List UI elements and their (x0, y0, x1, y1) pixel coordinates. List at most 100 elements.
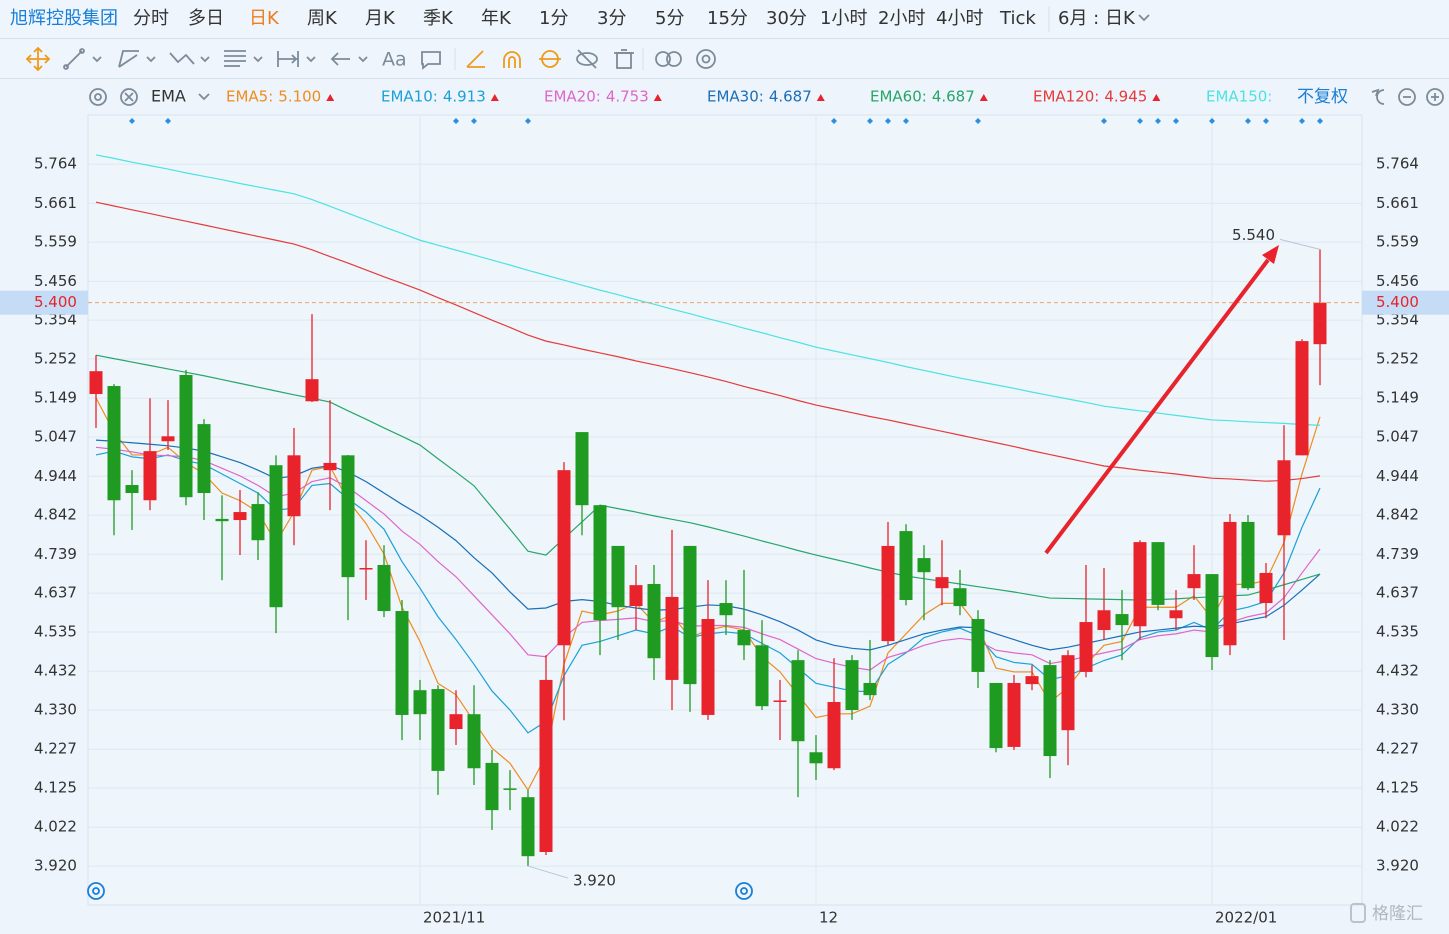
tool-icon[interactable] (576, 49, 598, 69)
tool-icon[interactable] (63, 48, 102, 70)
candle-body (305, 379, 319, 402)
tool-icon[interactable] (503, 51, 521, 68)
indicator-name[interactable]: EMA (151, 87, 186, 106)
candle-body (665, 596, 679, 680)
candle-body (1007, 682, 1021, 747)
period-tab[interactable]: Tick (999, 8, 1036, 29)
candle-body (323, 462, 337, 471)
tool-icon[interactable] (224, 50, 263, 67)
candle-body (1295, 341, 1309, 456)
tool-icon[interactable] (466, 50, 485, 68)
y-tick-label: 5.354 (1376, 311, 1419, 329)
candle-body (287, 455, 301, 517)
candle-body (413, 690, 427, 715)
legend-value: 4.687 (769, 88, 812, 106)
candle-body (1115, 614, 1129, 626)
candle-body (827, 702, 841, 769)
tool-icon[interactable] (614, 49, 634, 69)
y-tick-label: 5.252 (34, 350, 77, 368)
event-marker (1173, 118, 1179, 124)
event-marker (885, 118, 891, 124)
period-tab[interactable]: 周K (307, 8, 338, 29)
annotation-arrow (1044, 245, 1279, 555)
settings-icon[interactable] (89, 88, 107, 106)
adjust-mode[interactable]: 不复权 (1297, 87, 1348, 107)
undo-icon[interactable] (1371, 88, 1385, 105)
y-tick-label: 5.354 (34, 311, 77, 329)
y-tick-label: 4.842 (1376, 506, 1419, 524)
watermark-logo (1350, 903, 1366, 923)
event-icon[interactable] (87, 882, 105, 900)
candle-body (791, 660, 805, 742)
period-tab[interactable]: 多日 (188, 8, 224, 29)
period-tab[interactable]: 3分 (597, 8, 626, 29)
candle-body (233, 512, 247, 521)
ema-line (95, 154, 1321, 426)
candle-body (89, 371, 103, 395)
period-tab[interactable]: 1小时 (820, 8, 867, 29)
y-tick-label: 4.535 (34, 622, 77, 640)
candle-body (161, 436, 175, 442)
zoom-in-icon[interactable] (1426, 88, 1444, 106)
candle-body (143, 451, 157, 501)
tool-icon[interactable] (421, 51, 441, 70)
tool-icon[interactable] (118, 50, 156, 68)
event-marker (867, 118, 873, 124)
y-tick-label: 5.661 (34, 194, 77, 212)
tool-icon[interactable] (539, 50, 561, 68)
candle-body (917, 558, 931, 573)
period-tab[interactable]: 5分 (655, 8, 684, 29)
close-icon[interactable] (120, 88, 138, 106)
x-tick-label: 2022/01 (1215, 909, 1277, 927)
price-label: 5.400 (34, 293, 77, 311)
tool-icon[interactable] (696, 49, 716, 69)
candle-body (683, 545, 697, 685)
period-tab[interactable]: 日K (249, 8, 280, 29)
event-icon[interactable] (735, 882, 753, 900)
candle-body (467, 714, 481, 769)
price-label: 5.400 (1376, 293, 1419, 311)
tool-icon[interactable] (169, 52, 210, 65)
candle-body (395, 611, 409, 715)
period-tab[interactable]: 月K (365, 8, 396, 29)
candle-body (341, 455, 355, 578)
tool-icon[interactable] (655, 51, 682, 67)
event-marker (453, 118, 459, 124)
candle-body (1223, 521, 1237, 646)
period-tab[interactable]: 15分 (707, 8, 748, 29)
y-tick-label: 4.330 (34, 700, 77, 718)
y-tick-label: 4.125 (34, 779, 77, 797)
y-tick-label: 5.559 (1376, 233, 1419, 251)
candle-body (611, 545, 625, 608)
y-tick-label: 4.739 (34, 545, 77, 563)
period-tab[interactable]: 2小时 (878, 8, 925, 29)
event-marker (903, 118, 909, 124)
candle-body (1259, 572, 1273, 604)
period-tab[interactable]: 季K (423, 8, 454, 29)
chevron[interactable] (1138, 14, 1150, 22)
y-tick-label: 4.535 (1376, 622, 1419, 640)
text-tool[interactable]: Aa (382, 49, 407, 71)
candle-body (449, 714, 463, 730)
y-tick-label: 4.022 (34, 818, 77, 836)
trend-up (653, 94, 662, 101)
zoom-out-icon[interactable] (1398, 88, 1416, 106)
period-tab[interactable]: 1分 (539, 8, 568, 29)
trend-up (979, 94, 988, 101)
tool-icon[interactable] (277, 51, 316, 67)
chevron[interactable] (198, 93, 210, 101)
candle-body (125, 485, 139, 494)
tool-bar (0, 40, 1449, 78)
candle-body (1097, 610, 1111, 631)
period-tab[interactable]: 30分 (766, 8, 807, 29)
stock-name[interactable]: 旭辉控股集团 (10, 8, 118, 29)
candle-body (557, 470, 571, 646)
period-tab[interactable]: 年K (481, 8, 512, 29)
legend-name: EMA120: (1033, 88, 1099, 106)
period-tab[interactable]: 分时 (133, 8, 169, 29)
period-selector[interactable]: 6月 : 日K (1058, 8, 1136, 29)
ema-line (95, 354, 1321, 601)
tool-icon[interactable] (25, 46, 51, 72)
tool-icon[interactable] (330, 52, 368, 66)
period-tab[interactable]: 4小时 (936, 8, 983, 29)
